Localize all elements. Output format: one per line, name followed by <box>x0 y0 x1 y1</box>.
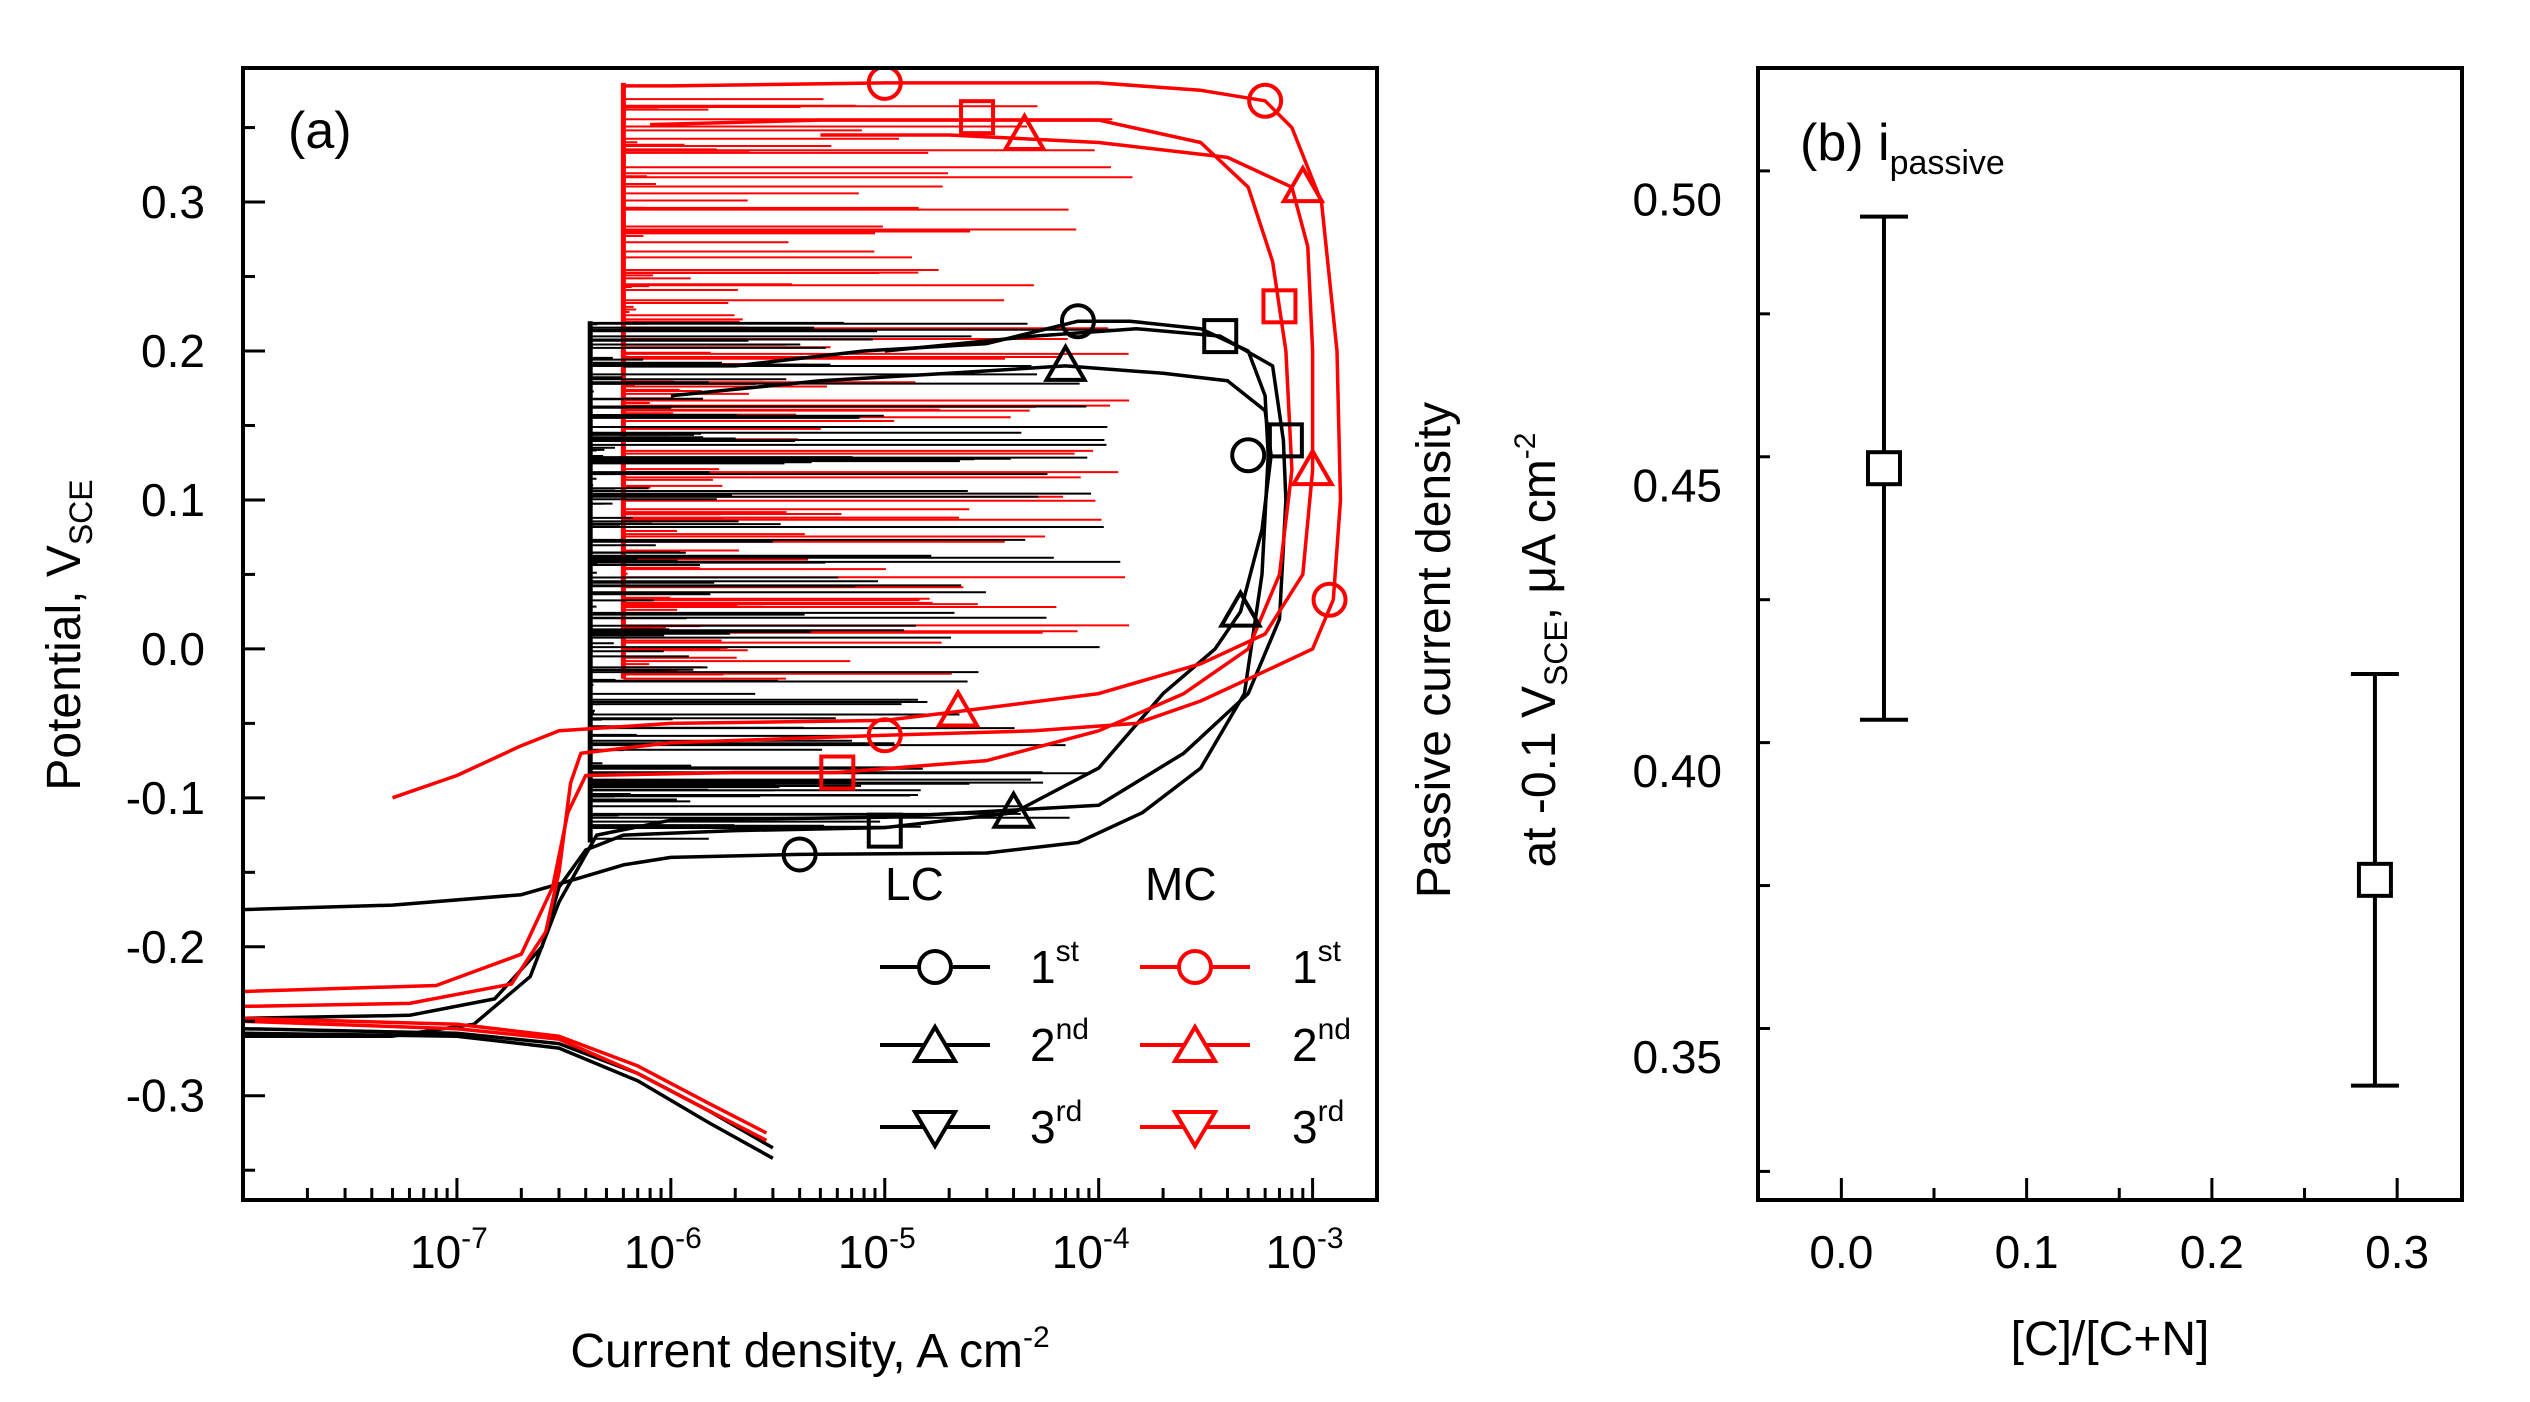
y-tick-label-a: -0.2 <box>126 921 205 973</box>
legend-entry-mc-3rd: 3rd <box>1140 1095 1344 1153</box>
x-tick-label-a: 10-3 <box>1266 1222 1344 1278</box>
panel-a-label: (a) <box>288 102 352 160</box>
legend: LC MC 1st 2nd 3rd 1st <box>880 858 1351 1153</box>
svg-text:3rd: 3rd <box>1292 1095 1344 1153</box>
series-line-lc-cathodic-1 <box>243 1029 773 1148</box>
panel-a-plot-area <box>243 67 1346 1158</box>
x-tick-label-a: 10-7 <box>410 1222 488 1278</box>
panel-a-xlabel: Current density, A cm-2 <box>570 1321 1049 1378</box>
panel-a: 10-7 10-6 10-5 10-4 10-3 0.3 0.2 0.1 0.0 -0.1 -0.2… <box>38 67 1377 1378</box>
panel-b-ticks: 0.0 0.1 0.2 0.3 0.35 0.40 0.45 0.50 <box>1632 171 2429 1278</box>
series-marker-lc-2nd-2 <box>1047 347 1085 380</box>
y-tick-label-a: 0.0 <box>141 623 205 675</box>
y-tick-label-b: 0.45 <box>1632 459 1722 511</box>
panel-b-ylabel-line1: Passive current density <box>1408 402 1461 898</box>
svg-text:1st: 1st <box>1292 935 1342 993</box>
legend-title-lc: LC <box>885 858 944 910</box>
series-marker-lc-3rd-3 <box>1270 424 1302 456</box>
x-tick-label-a: 10-5 <box>838 1222 916 1278</box>
y-tick-label-b: 0.50 <box>1632 173 1722 225</box>
legend-entry-lc-3rd: 3rd <box>880 1095 1082 1153</box>
panel-b-frame <box>1758 68 2462 1200</box>
panel-b-data <box>1860 217 2399 1086</box>
data-point-1 <box>1868 452 1900 484</box>
legend-entry-mc-1st: 1st <box>1140 935 1342 993</box>
x-tick-label-b: 0.0 <box>1809 1226 1873 1278</box>
figure: 10-7 10-6 10-5 10-4 10-3 0.3 0.2 0.1 0.0 -0.1 -0.2… <box>0 0 2530 1397</box>
x-tick-label-b: 0.1 <box>1995 1226 2059 1278</box>
panel-b-xlabel: [C]/[C+N] <box>2011 1313 2210 1366</box>
legend-entry-lc-2nd: 2nd <box>880 1013 1089 1071</box>
y-tick-label-a: 0.2 <box>141 325 205 377</box>
y-tick-label-a: 0.3 <box>141 176 205 228</box>
series-marker-lc-3rd-1 <box>869 815 901 847</box>
x-tick-label-b: 0.3 <box>2365 1226 2429 1278</box>
svg-text:3rd: 3rd <box>1030 1095 1082 1153</box>
y-tick-label-a: -0.3 <box>126 1070 205 1122</box>
svg-text:1st: 1st <box>1030 935 1080 993</box>
legend-marker-circle-black <box>919 951 951 983</box>
y-tick-label-b: 0.35 <box>1632 1031 1722 1083</box>
legend-entry-mc-2nd: 2nd <box>1140 1013 1351 1071</box>
legend-marker-circle-red <box>1179 951 1211 983</box>
panel-b-ylabel-line2: at -0.1 VSCE, μA cm-2 <box>1509 433 1574 868</box>
svg-text:2nd: 2nd <box>1030 1013 1089 1071</box>
x-tick-label-b: 0.2 <box>2180 1226 2244 1278</box>
y-tick-label-b: 0.40 <box>1632 745 1722 797</box>
figure-svg: 10-7 10-6 10-5 10-4 10-3 0.3 0.2 0.1 0.0 -0.1 -0.2… <box>0 0 2530 1397</box>
legend-entry-lc-1st: 1st <box>880 935 1080 993</box>
series-lines <box>243 83 1341 1158</box>
x-tick-label-a: 10-4 <box>1052 1222 1130 1278</box>
panel-b-label: (b) ipassive <box>1800 114 2005 182</box>
panel-a-frame <box>243 68 1377 1200</box>
y-tick-label-a: -0.1 <box>126 772 205 824</box>
panel-a-ylabel: Potential, VSCE <box>38 479 99 790</box>
x-tick-label-a: 10-6 <box>624 1222 702 1278</box>
y-tick-label-a: 0.1 <box>141 474 205 526</box>
legend-title-mc: MC <box>1145 858 1217 910</box>
svg-text:2nd: 2nd <box>1292 1013 1351 1071</box>
panel-b: 0.0 0.1 0.2 0.3 0.35 0.40 0.45 0.50 (b) ipassiv… <box>1408 68 2462 1366</box>
series-marker-lc-1st-3 <box>1232 439 1264 471</box>
data-point-2 <box>2359 864 2391 896</box>
